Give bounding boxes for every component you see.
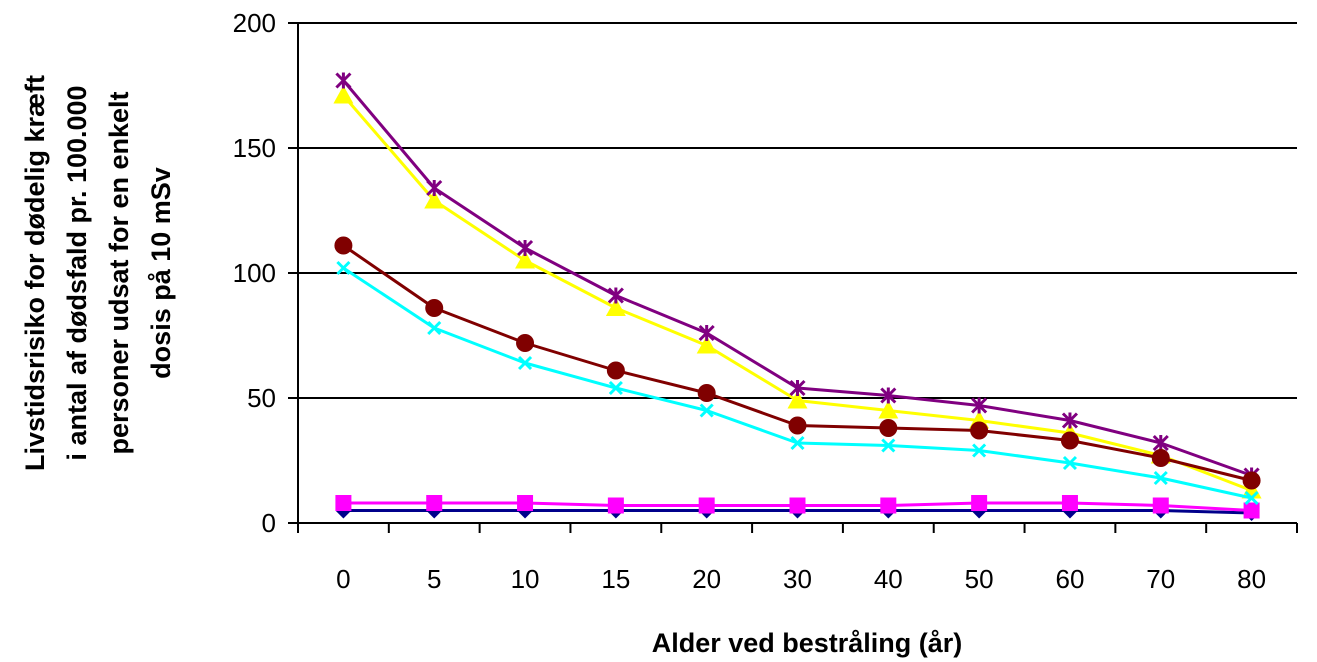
y-axis-title-line-2: i antal af dødsfald pr. 100.000 bbox=[62, 85, 92, 460]
series-2-point-70 bbox=[1152, 497, 1169, 514]
x-tick-label-40: 40 bbox=[874, 564, 903, 594]
series-4-point-60 bbox=[1062, 455, 1078, 471]
series-4-point-50 bbox=[972, 443, 987, 458]
series-5-point-40 bbox=[880, 387, 897, 404]
series-6-point-40 bbox=[879, 419, 898, 437]
series-2 bbox=[335, 495, 1260, 519]
series-2-point-15 bbox=[607, 497, 624, 514]
series-6 bbox=[334, 236, 1261, 490]
series-4-point-0 bbox=[336, 260, 351, 276]
series-4-point-40 bbox=[881, 438, 896, 453]
series-3-point-5 bbox=[424, 190, 445, 209]
series-6-point-70 bbox=[1151, 449, 1170, 467]
x-tick-label-10: 10 bbox=[511, 564, 540, 594]
series-2-point-30 bbox=[789, 497, 806, 514]
series-2-point-40 bbox=[880, 497, 897, 514]
series-6-point-60 bbox=[1060, 431, 1079, 450]
y-axis-title: Livstidsrisiko for dødelig kræft i antal … bbox=[20, 75, 176, 471]
series-4-point-15 bbox=[608, 380, 623, 396]
series-6-point-0 bbox=[334, 236, 353, 255]
series-4-point-10 bbox=[517, 355, 533, 371]
y-axis-title-line-4: dosis på 10 mSv bbox=[146, 167, 176, 379]
x-tick-labels: 0 5 10 15 20 30 40 50 60 70 80 bbox=[336, 564, 1266, 594]
series-2-point-80 bbox=[1243, 502, 1260, 519]
series-5-point-50 bbox=[971, 397, 988, 414]
series-2-point-50 bbox=[971, 495, 988, 511]
x-tick-label-60: 60 bbox=[1055, 564, 1084, 594]
y-tick-label-0: 0 bbox=[262, 508, 276, 538]
y-tick-label-200: 200 bbox=[233, 8, 276, 38]
series-4-point-5 bbox=[427, 320, 442, 336]
x-tick-label-70: 70 bbox=[1146, 564, 1175, 594]
series-5-point-60 bbox=[1061, 412, 1079, 429]
series-5-point-5 bbox=[426, 179, 443, 197]
series-6-point-80 bbox=[1242, 471, 1261, 490]
series-3-point-0 bbox=[333, 85, 354, 104]
y-axis-title-line-3: personer udsat for en enkelt bbox=[104, 91, 134, 454]
series-6-point-5 bbox=[425, 299, 444, 317]
x-axis-title: Alder ved bestråling (år) bbox=[652, 628, 963, 658]
series-5-point-20 bbox=[698, 324, 715, 342]
series-2-point-60 bbox=[1061, 495, 1078, 511]
series-6-point-15 bbox=[606, 361, 625, 380]
series-6-point-50 bbox=[970, 421, 989, 440]
series-4-point-70 bbox=[1153, 470, 1168, 486]
series-group bbox=[333, 72, 1262, 521]
series-6-point-20 bbox=[697, 384, 716, 402]
x-tick-label-15: 15 bbox=[601, 564, 630, 594]
series-4 bbox=[336, 260, 1259, 506]
series-4-point-80 bbox=[1244, 490, 1259, 506]
x-tick-label-30: 30 bbox=[783, 564, 812, 594]
series-5-point-0 bbox=[335, 72, 352, 89]
x-tick-label-50: 50 bbox=[965, 564, 994, 594]
series-6-point-30 bbox=[788, 416, 807, 435]
series-4-point-20 bbox=[699, 403, 714, 418]
y-tick-label-50: 50 bbox=[247, 383, 276, 413]
series-3-point-30 bbox=[787, 390, 808, 409]
y-tick-label-100: 100 bbox=[233, 258, 276, 288]
x-tick-label-80: 80 bbox=[1237, 564, 1266, 594]
y-tick-labels: 0 50 100 150 200 bbox=[233, 8, 276, 538]
series-3-point-20 bbox=[696, 335, 717, 354]
series-2-point-0 bbox=[335, 495, 352, 511]
x-tick-label-5: 5 bbox=[427, 564, 441, 594]
series-4-point-30 bbox=[790, 435, 805, 451]
series-3-point-15 bbox=[605, 298, 626, 316]
series-2-point-20 bbox=[698, 497, 715, 514]
series-2-point-5 bbox=[426, 495, 443, 511]
series-5-point-15 bbox=[607, 287, 624, 304]
series-5-point-70 bbox=[1152, 434, 1169, 452]
y-tick-label-150: 150 bbox=[233, 133, 276, 163]
series-5-line bbox=[342, 79, 1253, 477]
series-3-point-40 bbox=[878, 400, 899, 419]
series-6-point-10 bbox=[516, 334, 535, 352]
x-tick-label-0: 0 bbox=[336, 564, 350, 594]
series-5-point-30 bbox=[789, 379, 806, 397]
axes bbox=[288, 22, 1298, 533]
x-tick-label-20: 20 bbox=[692, 564, 721, 594]
series-2-point-10 bbox=[517, 495, 534, 511]
series-5-point-10 bbox=[516, 239, 534, 257]
series-3-point-10 bbox=[515, 250, 536, 269]
y-axis-title-line-1: Livstidsrisiko for dødelig kræft bbox=[20, 75, 50, 471]
